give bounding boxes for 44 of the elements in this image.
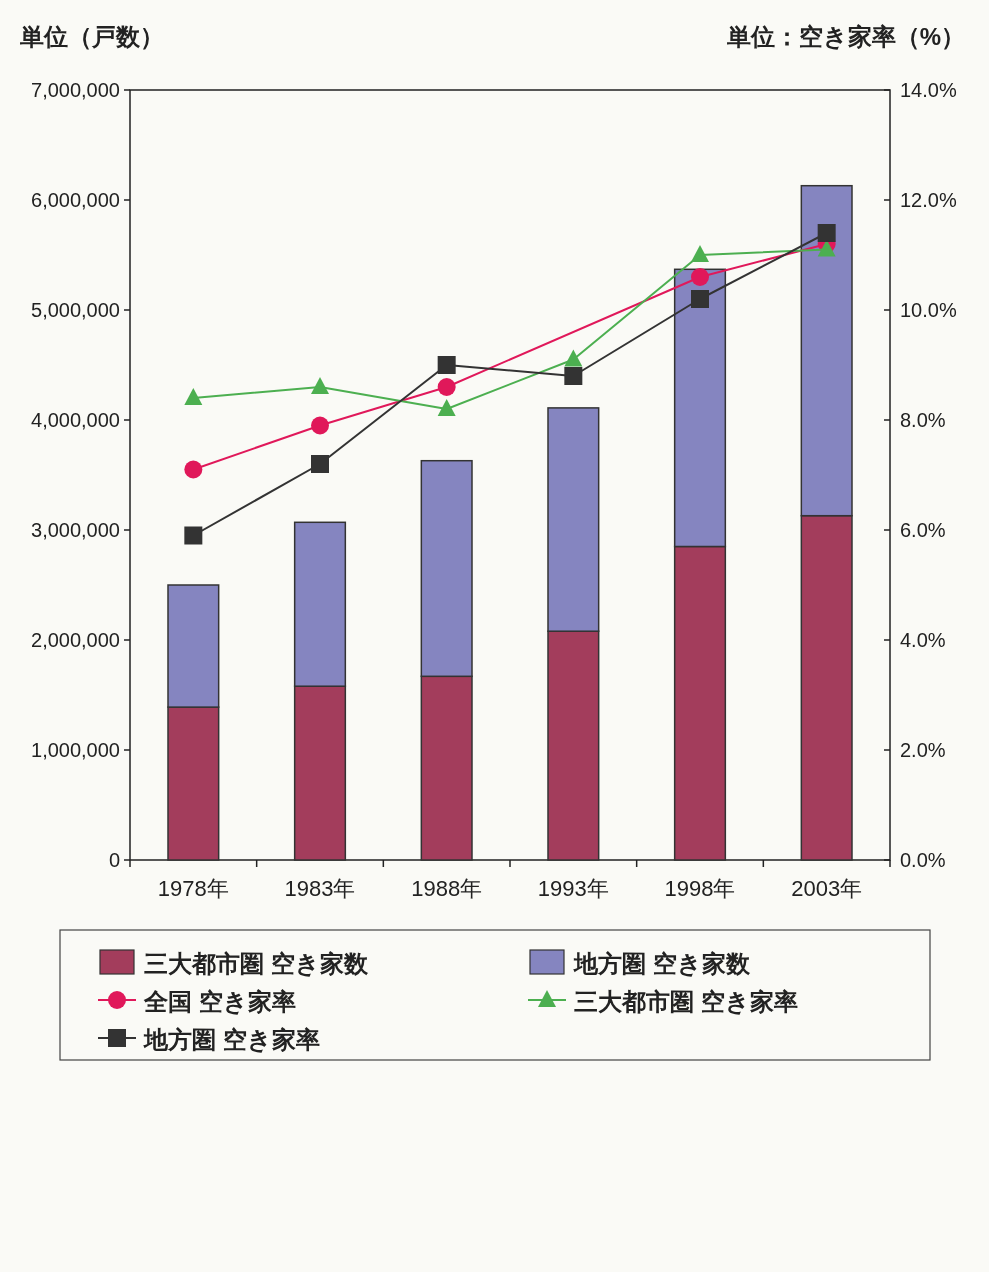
point <box>817 224 836 242</box>
y2-tick-label: 8.0% <box>900 409 946 431</box>
point <box>311 455 329 473</box>
y-tick-label: 6,000,000 <box>31 189 120 211</box>
x-tick-label: 1993年 <box>537 876 609 901</box>
y-tick-label: 2,000,000 <box>31 629 120 651</box>
y-tick-label: 7,000,000 <box>31 79 120 101</box>
point <box>311 377 329 394</box>
point <box>184 460 203 479</box>
y2-tick-label: 6.0% <box>900 519 946 541</box>
point <box>311 416 329 435</box>
legend-label: 三大都市圏 空き家率 <box>574 988 798 1015</box>
point <box>564 367 583 385</box>
y2-tick-label: 10.0% <box>900 299 957 321</box>
point <box>437 378 456 396</box>
y2-axis-title: 単位：空き家率（%） <box>725 23 965 50</box>
y2-tick-label: 12.0% <box>900 189 957 211</box>
y2-tick-label: 4.0% <box>900 629 946 651</box>
point <box>691 245 709 262</box>
point <box>691 290 709 308</box>
y2-tick-label: 14.0% <box>900 79 957 101</box>
legend-label: 地方圏 空き家率 <box>143 1026 320 1053</box>
y-tick-label: 0 <box>108 849 120 871</box>
y2-tick-label: 2.0% <box>900 739 946 761</box>
point <box>437 356 456 374</box>
x-tick-label: 2003年 <box>791 876 863 901</box>
y-axis-title: 単位（戸数） <box>19 23 164 50</box>
y-tick-label: 5,000,000 <box>31 299 120 321</box>
x-tick-label: 1983年 <box>284 876 356 901</box>
x-tick-label: 1988年 <box>411 876 483 901</box>
y-tick-label: 1,000,000 <box>31 739 120 761</box>
y-tick-label: 3,000,000 <box>31 519 120 541</box>
point <box>437 399 456 416</box>
y2-tick-label: 0.0% <box>900 849 946 871</box>
legend-label: 地方圏 空き家数 <box>573 950 751 977</box>
x-tick-label: 1978年 <box>157 876 229 901</box>
point <box>691 268 709 286</box>
x-tick-label: 1998年 <box>664 876 736 901</box>
legend-label: 三大都市圏 空き家数 <box>144 950 369 977</box>
point <box>184 526 203 545</box>
point <box>184 388 203 405</box>
point <box>564 349 583 367</box>
legend-label: 全国 空き家率 <box>143 988 296 1015</box>
y-tick-label: 4,000,000 <box>31 409 120 431</box>
